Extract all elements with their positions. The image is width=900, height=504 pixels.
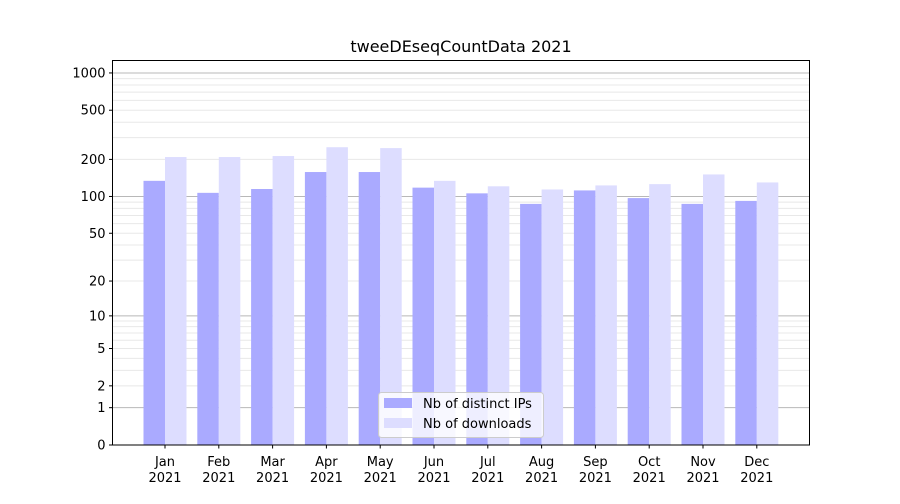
x-tick-label: Jul	[479, 455, 496, 470]
x-tick-label: 2021	[471, 471, 504, 486]
x-tick-label: 2021	[202, 471, 235, 486]
x-tick-label: Sep	[583, 455, 608, 470]
plot-frame	[112, 60, 810, 446]
x-tick-label: Nov	[690, 455, 716, 470]
y-axis: 0 1 2 5 10 20 50 100 200 500 1000	[72, 66, 113, 454]
y-tick-label: 5	[97, 342, 105, 357]
x-tick-label: 2021	[686, 471, 719, 486]
x-axis: Jan2021Feb2021Mar2021Apr2021May2021Jun20…	[148, 445, 773, 486]
bar-downloads	[487, 186, 510, 445]
bar-downloads	[649, 184, 671, 445]
bar-ips	[197, 192, 219, 445]
x-tick-label: 2021	[579, 471, 612, 486]
x-tick-label: 2021	[310, 471, 343, 486]
x-tick-label: May	[367, 455, 394, 470]
chart-title: tweeDEseqCountData 2021	[350, 37, 571, 56]
x-tick-label: Oct	[638, 455, 660, 470]
bar-downloads	[595, 185, 617, 445]
bar-downloads	[380, 148, 402, 445]
bar-ips	[358, 172, 381, 445]
bar-ips	[681, 203, 703, 445]
bar-ips	[735, 200, 757, 445]
x-tick-label: 2021	[417, 471, 450, 486]
x-tick-label: Apr	[315, 455, 338, 470]
y-tick-label: 10	[89, 309, 106, 324]
y-tick-label: 0	[97, 439, 105, 454]
x-tick-label: 2021	[525, 471, 558, 486]
legend-label: Nb of distinct IPs	[423, 397, 532, 412]
legend-swatch	[384, 418, 412, 428]
bar-downloads	[218, 157, 241, 445]
legend-box	[378, 392, 544, 438]
x-tick-label: Aug	[529, 455, 554, 470]
bar-downloads	[434, 180, 456, 445]
bar-ips	[143, 180, 165, 445]
legend-swatch	[384, 398, 412, 408]
bar-ips	[304, 172, 327, 445]
y-tick-label: 20	[89, 275, 106, 290]
y-tick-label: 1000	[72, 66, 105, 81]
legend-label: Nb of downloads	[423, 417, 532, 432]
y-tick-label: 1	[97, 401, 105, 416]
x-tick-label: Jan	[154, 455, 175, 470]
x-tick-label: 2021	[148, 471, 181, 486]
bar-downloads	[541, 189, 564, 445]
x-tick-label: Jun	[423, 455, 444, 470]
y-tick-label: 100	[81, 190, 106, 205]
x-tick-label: 2021	[256, 471, 289, 486]
y-tick-label: 200	[81, 153, 106, 168]
x-tick-label: 2021	[633, 471, 666, 486]
bar-downloads	[165, 157, 187, 445]
bar-ips	[573, 190, 596, 445]
x-tick-label: Dec	[744, 455, 769, 470]
bar-ips	[466, 193, 488, 445]
x-tick-label: Mar	[260, 455, 285, 470]
bar-downloads	[703, 174, 725, 445]
bars	[143, 147, 779, 446]
y-tick-label: 50	[89, 227, 106, 242]
x-tick-label: Feb	[207, 455, 230, 470]
bar-ips	[251, 189, 273, 445]
bar-ips	[412, 187, 434, 445]
x-tick-label: 2021	[740, 471, 773, 486]
bar-ips	[627, 198, 650, 445]
y-tick-label: 2	[97, 379, 105, 394]
x-tick-label: 2021	[364, 471, 397, 486]
bar-ips	[520, 203, 542, 445]
bar-downloads	[272, 156, 295, 445]
legend: Nb of distinct IPs Nb of downloads	[378, 392, 544, 438]
bar-downloads	[326, 147, 348, 446]
y-tick-label: 500	[81, 104, 106, 119]
bar-downloads	[756, 182, 779, 445]
